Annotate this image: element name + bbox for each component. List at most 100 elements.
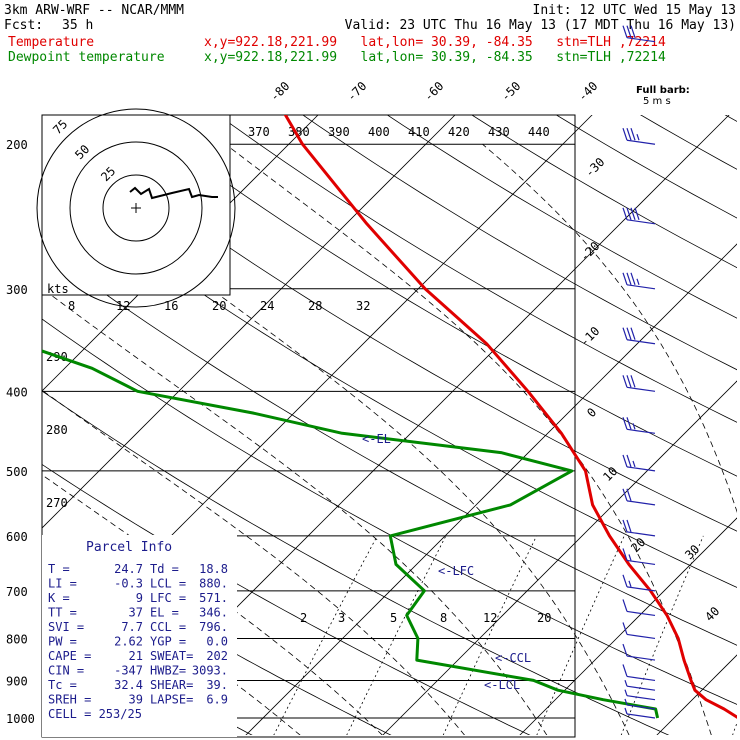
wind-barb	[624, 707, 656, 719]
moist-adiabat	[482, 143, 737, 513]
parcel-label: YGP =	[150, 635, 186, 649]
theta-label: 270	[46, 496, 68, 510]
isotherm-label: -70	[344, 79, 369, 104]
isotherm-label: 20	[628, 535, 648, 555]
dry-adiabat	[42, 538, 392, 735]
hodograph-ring	[102, 174, 170, 242]
forecast-label: Fcst:	[4, 18, 44, 33]
parcel-box	[42, 535, 237, 737]
legend-temperature-name: Temperature	[8, 35, 95, 50]
parcel-label: HWBZ=	[150, 664, 186, 678]
moist-adiabat	[42, 159, 630, 735]
wind-barb	[622, 417, 656, 434]
isotherm	[42, 115, 319, 392]
dewpoint-line	[42, 349, 660, 719]
hodograph-ring	[69, 141, 203, 275]
mixing-ratio-label: 3	[338, 611, 345, 625]
wind-barb	[624, 689, 656, 701]
wind-barb	[622, 25, 656, 43]
parcel-value: -0.3	[114, 577, 143, 591]
parcel-value: 571.	[199, 591, 228, 605]
dry-adiabat	[302, 115, 737, 371]
parcel-value: 39	[129, 693, 143, 707]
parcel-value: 0.0	[206, 635, 228, 649]
wind-barb	[622, 643, 656, 661]
pressure-tick-label: 500	[6, 465, 28, 479]
hodograph-axis-label: 20	[212, 299, 226, 313]
wind-barb	[622, 548, 656, 566]
mixing-ratio-label: 2	[300, 611, 307, 625]
dry-adiabat	[672, 0, 740, 735]
parcel-label: Tc =	[48, 678, 77, 692]
mixing-ratio-label: 20	[537, 611, 551, 625]
isotherm-label: 40	[702, 604, 722, 624]
dry-adiabat	[42, 390, 670, 735]
moist-adiabat	[42, 287, 548, 735]
dry-adiabat	[471, 115, 737, 269]
legend-dewpoint-name: Dewpoint temperature	[8, 50, 165, 65]
mixing-ratio-line	[620, 535, 704, 735]
init-time: Init: 12 UTC Wed 15 May 13	[532, 3, 737, 18]
level-annotation: <-LFC	[438, 564, 474, 578]
valid-time: Valid: 23 UTC Thu 16 May 13 (17 MDT Thu …	[344, 18, 736, 33]
theta-label: 370	[248, 125, 270, 139]
parcel-value: 2.62	[114, 635, 143, 649]
parcel-label: LAPSE=	[150, 693, 193, 707]
wind-barb	[622, 207, 656, 225]
parcel-label: TT =	[48, 606, 77, 620]
parcel-value: -347	[114, 664, 143, 678]
wind-barb	[622, 128, 656, 145]
isotherm	[519, 517, 737, 735]
dry-adiabat	[459, 0, 740, 735]
hodograph-units-label: kts	[47, 282, 69, 296]
isotherm-label: -80	[267, 79, 292, 104]
parcel-value: 18.8	[199, 562, 228, 576]
mixing-ratio-line	[273, 535, 378, 735]
theta-label: 410	[408, 125, 430, 139]
pressure-tick-label: 600	[6, 530, 28, 544]
parcel-value: 39.	[206, 678, 228, 692]
parcel-label: T =	[48, 562, 70, 576]
wind-barb	[622, 327, 656, 345]
pressure-tick-label: 400	[6, 385, 28, 399]
wind-barb	[622, 664, 656, 682]
theta-label: 400	[368, 125, 390, 139]
hodograph-axis-label: 12	[116, 299, 130, 313]
level-annotation: <-EL	[362, 432, 391, 446]
pressure-tick-label: 300	[6, 283, 28, 297]
hodograph-axis-label: 32	[356, 299, 370, 313]
parcel-value: 6.9	[206, 693, 228, 707]
parcel-label: Td =	[150, 562, 179, 576]
isotherm-label: -10	[577, 324, 602, 349]
parcel-title: Parcel Info	[86, 540, 172, 555]
hodograph-trace	[129, 186, 218, 200]
hodograph-axis-label: 24	[260, 299, 274, 313]
wind-barb	[622, 622, 656, 640]
pressure-tick-label: 800	[6, 632, 28, 646]
plot-frame	[41, 114, 576, 738]
isotherm	[0, 0, 6, 735]
wind-barb	[622, 454, 656, 472]
parcel-label: CAPE =	[48, 649, 91, 663]
theta-label: 440	[528, 125, 550, 139]
parcel-label: CIN =	[48, 664, 84, 678]
isotherm	[108, 115, 730, 735]
barb-legend-title: Full barb:	[636, 85, 690, 96]
parcel-label: LCL =	[150, 577, 186, 591]
parcel-value: 880.	[199, 577, 228, 591]
theta-label: 430	[488, 125, 510, 139]
parcel-label: LI =	[48, 577, 77, 591]
mixing-ratio-line	[732, 721, 737, 735]
parcel-value: 21	[129, 649, 143, 663]
parcel-label: LFC =	[150, 591, 186, 605]
level-annotation: <-CCL	[495, 651, 531, 665]
theta-label: 420	[448, 125, 470, 139]
pressure-tick-label: 1000	[6, 712, 35, 726]
barb-legend-units: 5 m s	[643, 96, 671, 107]
wind-barb	[622, 574, 656, 592]
parcel-value: 9	[136, 591, 143, 605]
dry-adiabat	[724, 115, 737, 122]
dry-adiabat	[640, 115, 737, 170]
isotherm-label: -50	[498, 79, 523, 104]
